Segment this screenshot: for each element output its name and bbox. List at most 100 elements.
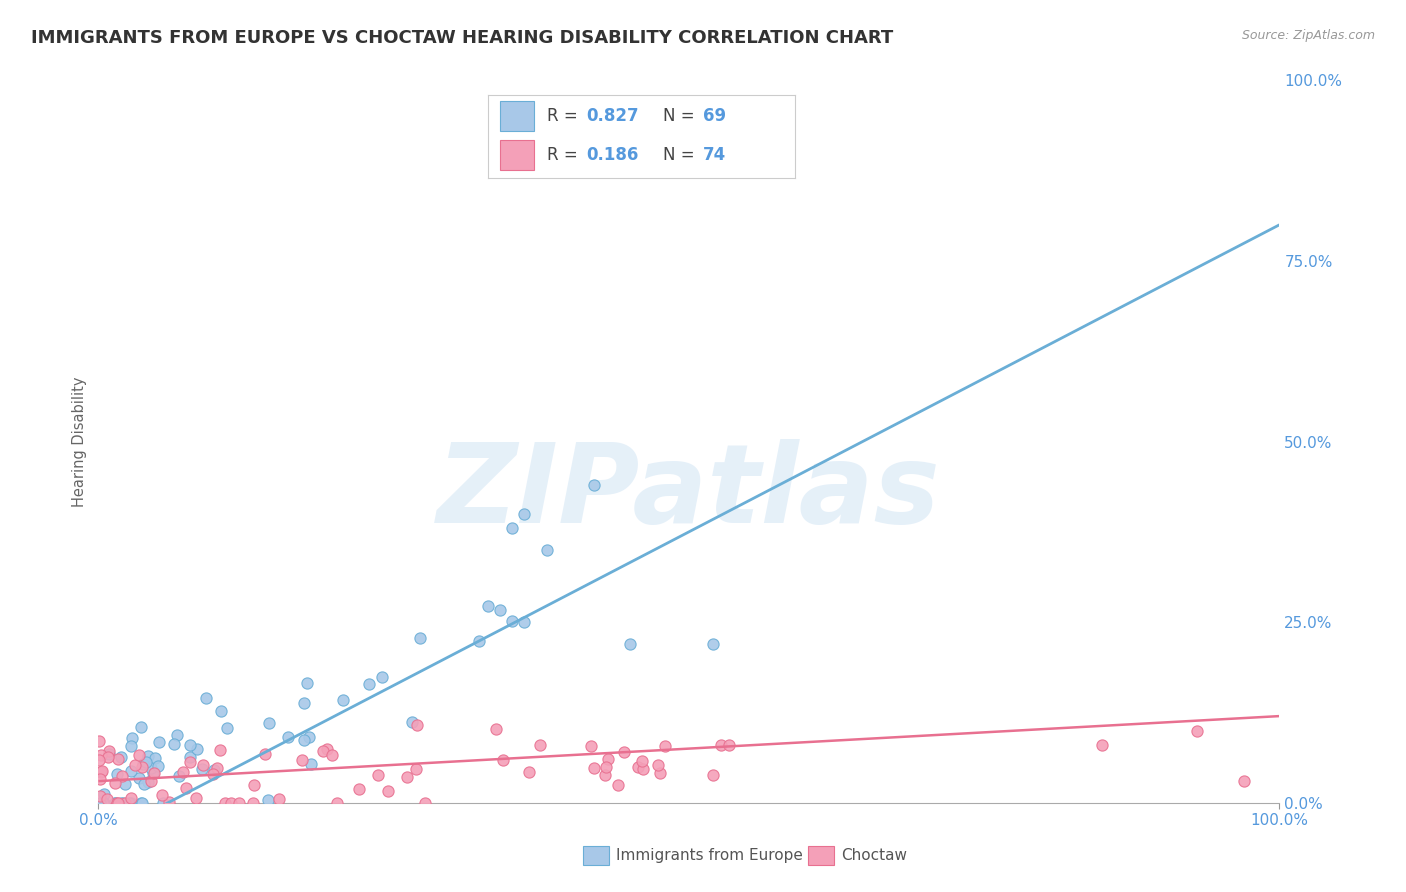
Point xyxy=(134,777,156,791)
Point xyxy=(254,747,277,762)
Point xyxy=(152,788,174,802)
Point xyxy=(395,770,418,784)
Point xyxy=(110,749,132,764)
Point xyxy=(1091,738,1114,752)
Point xyxy=(205,761,228,775)
Point xyxy=(377,784,399,798)
Point xyxy=(277,730,299,744)
Point xyxy=(583,478,606,492)
Point xyxy=(219,796,242,810)
Point xyxy=(371,670,394,684)
Point xyxy=(111,769,134,783)
Point xyxy=(111,796,134,810)
Point xyxy=(1185,723,1208,738)
Point xyxy=(120,790,142,805)
Point xyxy=(501,521,523,535)
Text: Immigrants from Europe: Immigrants from Europe xyxy=(616,848,803,863)
Point xyxy=(120,796,142,810)
Point xyxy=(209,704,232,718)
Point xyxy=(201,766,224,780)
Point xyxy=(581,739,603,753)
Point xyxy=(299,757,322,772)
Point xyxy=(357,677,380,691)
Point xyxy=(243,778,266,792)
Point xyxy=(157,795,180,809)
Point xyxy=(291,753,314,767)
Point xyxy=(121,731,143,746)
Point xyxy=(139,760,162,774)
Point xyxy=(717,738,740,752)
Point xyxy=(163,737,186,751)
Point xyxy=(120,739,142,753)
Text: IMMIGRANTS FROM EUROPE VS CHOCTAW HEARING DISABILITY CORRELATION CHART: IMMIGRANTS FROM EUROPE VS CHOCTAW HEARIN… xyxy=(31,29,893,46)
Point xyxy=(702,637,724,651)
Point xyxy=(202,763,225,777)
Point xyxy=(401,715,423,730)
Point xyxy=(295,676,318,690)
Point xyxy=(167,769,190,783)
Point xyxy=(97,749,120,764)
Point xyxy=(184,790,207,805)
Point xyxy=(120,764,142,778)
Point xyxy=(174,781,197,796)
Point xyxy=(89,772,111,786)
Point xyxy=(105,767,128,781)
Text: ZIPatlas: ZIPatlas xyxy=(437,439,941,546)
Point xyxy=(131,760,153,774)
Point xyxy=(136,775,159,789)
Point xyxy=(143,751,166,765)
Point xyxy=(242,796,264,810)
Text: Choctaw: Choctaw xyxy=(841,848,907,863)
Point xyxy=(131,796,153,810)
Y-axis label: Hearing Disability: Hearing Disability xyxy=(72,376,87,507)
Point xyxy=(89,796,111,810)
Point xyxy=(93,787,115,801)
Point xyxy=(179,755,201,769)
Point xyxy=(529,738,551,752)
Point xyxy=(118,796,141,810)
Point xyxy=(257,792,280,806)
Point xyxy=(709,739,731,753)
Point xyxy=(619,637,641,651)
Point xyxy=(489,603,512,617)
Point xyxy=(104,796,127,810)
Point xyxy=(654,739,676,753)
Point xyxy=(294,732,316,747)
Point xyxy=(96,791,118,805)
Point xyxy=(104,796,127,810)
Point xyxy=(631,762,654,776)
Point xyxy=(90,747,112,762)
Point xyxy=(702,767,724,781)
Point xyxy=(193,758,215,772)
Point xyxy=(484,722,506,736)
Point xyxy=(107,796,129,810)
Point xyxy=(501,614,523,628)
Point xyxy=(139,774,162,789)
Point xyxy=(627,760,650,774)
Point xyxy=(152,796,174,810)
Point xyxy=(90,765,112,780)
Point xyxy=(467,633,489,648)
Point xyxy=(128,747,150,762)
Point xyxy=(517,764,540,779)
Point xyxy=(179,738,201,752)
Point xyxy=(332,692,354,706)
Point xyxy=(347,782,370,797)
Point xyxy=(136,748,159,763)
Point xyxy=(105,796,128,810)
Point xyxy=(107,752,129,766)
Point xyxy=(1233,774,1256,789)
Point xyxy=(312,744,335,758)
Point xyxy=(209,743,232,757)
Point xyxy=(257,715,280,730)
Point xyxy=(583,761,606,775)
Point xyxy=(91,764,114,778)
Point xyxy=(89,789,111,804)
Point xyxy=(129,720,152,734)
Point xyxy=(93,796,115,810)
Point xyxy=(325,796,347,810)
Point xyxy=(97,747,120,761)
Point xyxy=(129,796,152,810)
Point xyxy=(512,507,534,521)
Point xyxy=(292,696,315,710)
